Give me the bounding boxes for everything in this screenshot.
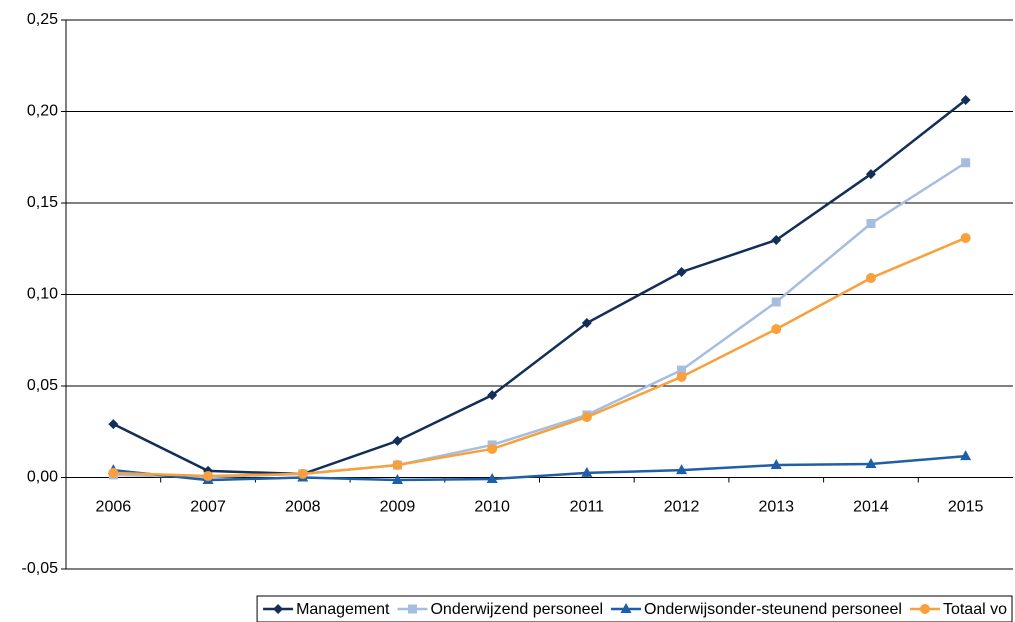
marker xyxy=(297,468,308,479)
marker xyxy=(392,460,403,471)
marker xyxy=(273,604,284,614)
marker xyxy=(960,94,971,105)
x-tick-label: 2008 xyxy=(285,499,321,516)
marker xyxy=(391,474,403,485)
legend-label: Onderwijsonder-steunend personeel xyxy=(644,601,902,618)
marker xyxy=(676,266,687,277)
marker xyxy=(771,324,782,335)
marker xyxy=(677,365,687,375)
marker xyxy=(392,435,403,446)
x-tick-label: 2015 xyxy=(948,499,984,516)
y-tick-label: 0,05 xyxy=(27,377,58,394)
marker xyxy=(581,466,593,477)
marker xyxy=(108,419,119,430)
marker xyxy=(581,412,592,423)
y-tick-label: 0,10 xyxy=(27,286,58,303)
y-tick-label: 0,20 xyxy=(27,103,58,120)
marker xyxy=(771,234,782,245)
x-tick-label: 2007 xyxy=(190,499,226,516)
legend: Management Onderwijzend personeel Onderwij… xyxy=(256,595,1013,622)
marker xyxy=(771,297,781,307)
x-tick-label: 2014 xyxy=(853,499,889,516)
legend-label: Totaal vo xyxy=(943,601,1007,618)
legend-item: Management xyxy=(263,601,390,618)
marker xyxy=(919,604,930,614)
marker xyxy=(487,443,498,454)
x-tick-label: 2006 xyxy=(96,499,132,516)
marker xyxy=(407,604,417,614)
legend-item: Totaal vo xyxy=(909,601,1007,618)
x-tick-label: 2012 xyxy=(664,499,700,516)
x-tick-label: 2009 xyxy=(380,499,416,516)
marker xyxy=(486,472,498,483)
marker xyxy=(960,450,972,461)
legend-item: Onderwijsonder-steunend personeel xyxy=(611,601,902,618)
legend-label: Management xyxy=(296,601,390,618)
marker xyxy=(487,390,498,401)
marker xyxy=(961,158,971,168)
y-tick-label: 0,25 xyxy=(27,11,58,28)
y-tick-label: -0,05 xyxy=(22,560,59,577)
y-tick-label: 0,00 xyxy=(27,469,58,486)
y-tick-label: 0,15 xyxy=(27,194,58,211)
marker xyxy=(865,169,876,180)
legend-item: Onderwijzend personeel xyxy=(397,601,603,618)
series-line xyxy=(113,161,967,479)
marker xyxy=(581,318,592,329)
series-line xyxy=(113,236,967,478)
x-tick-label: 2013 xyxy=(758,499,794,516)
marker xyxy=(770,459,782,470)
marker xyxy=(676,464,688,475)
marker xyxy=(865,273,876,284)
series-line xyxy=(112,98,967,476)
marker xyxy=(866,218,876,228)
marker xyxy=(620,603,632,613)
x-tick-label: 2010 xyxy=(474,499,510,516)
x-tick-label: 2011 xyxy=(570,499,605,516)
marker xyxy=(865,457,877,468)
marker xyxy=(203,471,214,482)
marker xyxy=(960,232,971,243)
series-line xyxy=(113,454,966,482)
legend-label: Onderwijzend personeel xyxy=(430,601,603,618)
marker xyxy=(108,467,119,478)
marker xyxy=(676,371,687,382)
